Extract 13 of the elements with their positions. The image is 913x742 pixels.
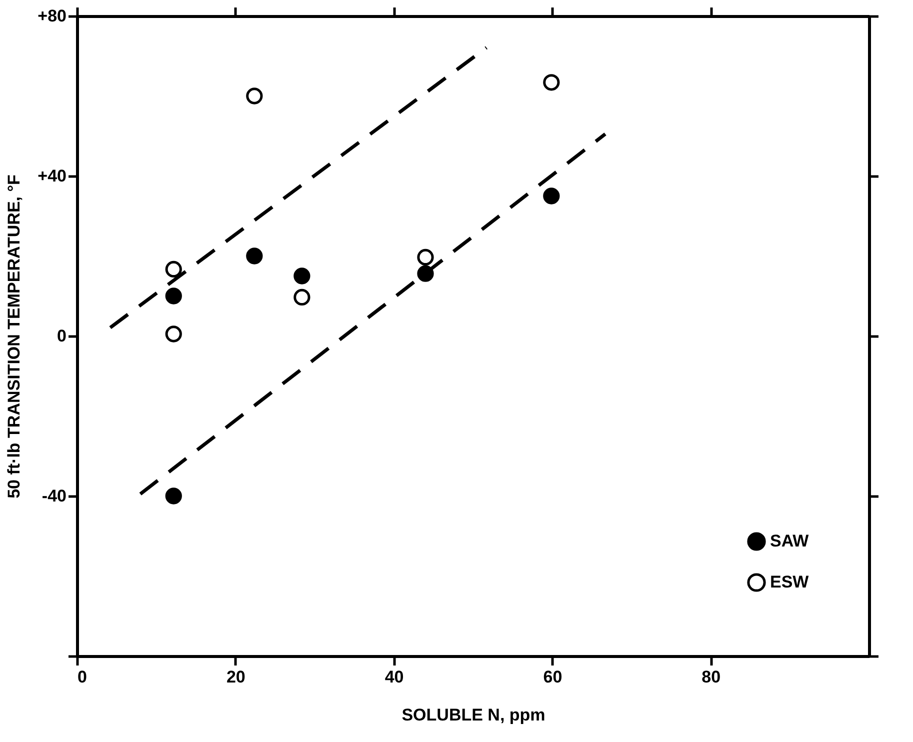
y-tick-label: +80: [38, 6, 66, 26]
y-tick-label: 0: [57, 326, 66, 346]
x-axis-title: SOLUBLE N, ppm: [402, 706, 546, 724]
legend-label: ESW: [770, 572, 810, 592]
x-tick-label: 60: [543, 668, 562, 686]
y-axis-title: 50 ft·lb TRANSITION TEMPERATURE, °F: [4, 174, 24, 498]
x-tick-label: 80: [702, 668, 721, 686]
y-tick-label: +40: [38, 166, 66, 186]
y-tick-label: -40: [42, 486, 66, 506]
x-tick-label: 0: [78, 668, 87, 686]
x-tick-label: 40: [384, 668, 404, 686]
legend-label: SAW: [770, 532, 810, 550]
x-tick-label: 20: [226, 668, 246, 686]
